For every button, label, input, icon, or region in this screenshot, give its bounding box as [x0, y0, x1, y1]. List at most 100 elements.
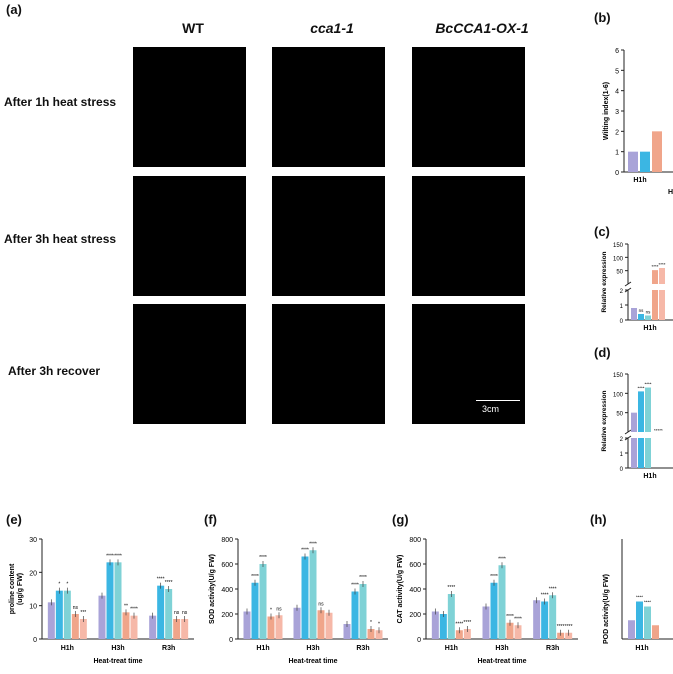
row-label-recover: After 3h recover [8, 364, 101, 378]
x-tick-label: H3h [306, 645, 319, 652]
y-tick-label: 200 [409, 612, 421, 619]
bar [431, 611, 439, 639]
scale-bar [476, 400, 520, 401]
y-axis-label: Relative expression [601, 390, 608, 451]
x-axis-label: He [668, 189, 673, 196]
y-tick-label: 20 [29, 570, 37, 577]
significance-mark: * [58, 582, 60, 588]
bar [106, 562, 114, 639]
bar [47, 602, 55, 639]
significance-mark: * [370, 620, 372, 626]
bar [367, 629, 375, 639]
row-label-1h: After 1h heat stress [4, 95, 117, 109]
bar [652, 625, 659, 639]
bar [259, 564, 267, 639]
bar [149, 615, 157, 639]
photo-cca1-recover [272, 304, 385, 424]
bar [628, 620, 635, 639]
y-axis-label-line: SOD activity(U/g FW) [209, 554, 216, 624]
y-tick-label: 150 [613, 373, 624, 379]
y-tick-label: 10 [29, 604, 37, 611]
bar [652, 131, 662, 172]
bar [533, 600, 541, 639]
significance-mark: **** [106, 553, 114, 559]
bar [628, 151, 638, 172]
x-tick-label: H1h [643, 325, 656, 332]
bar [343, 624, 351, 639]
y-tick-label: 600 [221, 562, 233, 569]
significance-mark: **** [506, 614, 514, 620]
significance-mark: **** [251, 574, 259, 580]
y-tick-label: 100 [613, 392, 624, 398]
panel-a-label: (a) [6, 2, 22, 17]
x-tick-label: H1h [633, 177, 646, 184]
significance-mark: **** [165, 580, 173, 586]
y-tick-label: 400 [221, 587, 233, 594]
y-tick-label: 3 [615, 109, 619, 116]
bar [638, 391, 644, 432]
y-axis-label: CAT activity(U/g FW) [397, 555, 404, 624]
bar [351, 591, 359, 639]
bar [63, 590, 71, 639]
y-tick-label: 1 [620, 304, 624, 310]
panel-g-label: (g) [392, 512, 409, 527]
column-header-ox: BcCCA1-OX-1 [412, 20, 552, 36]
bar [251, 582, 259, 639]
chart-h: POD activity(U/g FW) ******** H1h [603, 539, 673, 652]
y-tick-label: 4 [615, 89, 619, 96]
x-tick-label: H1h [61, 645, 74, 652]
significance-mark: **** [490, 574, 498, 580]
bar [79, 619, 87, 639]
x-tick-label: H1h [643, 473, 656, 480]
panel-d-label: (d) [594, 345, 611, 360]
y-axis-label: Wilting index(1-6) [603, 82, 610, 140]
bar [375, 630, 383, 639]
axis-break-mark [624, 429, 632, 435]
significance-mark: **** [637, 385, 644, 390]
bar [293, 607, 301, 639]
significance-mark: ns [73, 605, 79, 611]
significance-mark: **** [565, 624, 573, 630]
significance-mark: **** [636, 595, 643, 600]
bar [490, 582, 498, 639]
x-tick-label: H3h [111, 645, 124, 652]
significance-mark: **** [557, 624, 565, 630]
significance-mark: ns [318, 601, 324, 607]
bar [359, 584, 367, 639]
bar [71, 614, 79, 639]
y-tick-label: 2 [620, 289, 624, 295]
photo-cca1-3h [272, 176, 385, 296]
y-tick-label: 30 [29, 537, 37, 544]
column-header-ox-text: BcCCA1-OX-1 [435, 20, 529, 36]
y-tick-label: 0 [615, 170, 619, 177]
significance-mark: **** [259, 555, 267, 561]
y-axis-label: proline content(ug/g FW) [9, 563, 24, 614]
photo-wt-3h [133, 176, 246, 296]
y-tick-label: 1 [615, 150, 619, 157]
bar [645, 315, 651, 320]
y-tick-label: 2 [615, 129, 619, 136]
y-tick-label: 800 [221, 537, 233, 544]
y-tick-label: 800 [409, 537, 421, 544]
bar [652, 270, 658, 284]
photo-ox-3h [412, 176, 525, 296]
panel-c-label: (c) [594, 224, 610, 239]
y-axis-label: SOD activity(U/g FW) [209, 554, 216, 624]
y-tick-label: 50 [616, 270, 623, 276]
significance-mark: **** [644, 382, 651, 387]
photo-wt-1h [133, 47, 246, 167]
y-tick-label: 1 [620, 452, 624, 458]
bar [165, 589, 173, 639]
significance-mark: ** [124, 603, 128, 609]
bar [514, 625, 522, 639]
bar [243, 611, 251, 639]
significance-mark: **** [498, 556, 506, 562]
significance-mark: **** [549, 586, 557, 592]
photo-wt-recover [133, 304, 246, 424]
y-tick-label: 100 [613, 256, 624, 262]
x-axis-label: Heat-treat time [288, 658, 337, 665]
bar [638, 314, 644, 320]
x-tick-label: R3h [162, 645, 175, 652]
